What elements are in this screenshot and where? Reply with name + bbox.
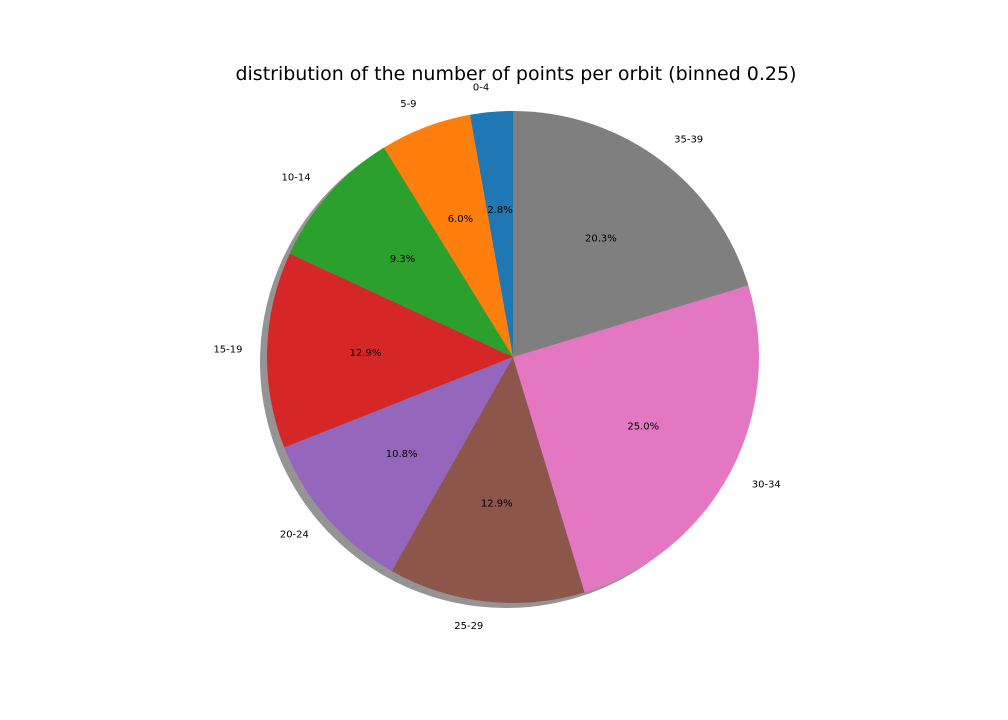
pie-slice-0-4	[469, 111, 513, 357]
slice-percentage-label: 12.9%	[481, 499, 513, 510]
slice-percentage-label: 9.3%	[390, 254, 415, 265]
slice-category-label: 15-19	[213, 344, 242, 355]
slice-percentage-label: 10.8%	[386, 449, 418, 460]
slice-percentage-label: 12.9%	[350, 348, 382, 359]
slice-category-label: 25-29	[454, 621, 483, 632]
pie-slice-layer	[266, 111, 759, 603]
pie-slice-30-34	[513, 285, 759, 593]
slice-percentage-label: 20.3%	[585, 233, 617, 244]
pie-slice-10-14	[289, 147, 513, 357]
slice-category-label: 20-24	[280, 530, 309, 541]
slice-percentage-label: 2.8%	[487, 205, 512, 216]
slice-category-label: 0-4	[473, 82, 489, 93]
slice-category-label: 35-39	[674, 135, 703, 146]
pie-slice-25-29	[391, 357, 585, 603]
pie-slice-5-9	[383, 114, 513, 357]
slice-category-label: 30-34	[752, 479, 781, 490]
slice-percentage-label: 25.0%	[627, 421, 659, 432]
slice-category-label: 5-9	[400, 99, 416, 110]
pie-slice-35-39	[513, 111, 749, 357]
slice-percentage-label: 6.0%	[448, 214, 473, 225]
pie-slice-20-24	[284, 357, 513, 572]
pie-slice-15-19	[266, 253, 513, 448]
chart-title: distribution of the number of points per…	[235, 63, 796, 85]
pie-label-layer: 0-4 2.8% 5-9 6.0% 10-14 9.3% 15-19 12.9% 20-24 10…	[213, 82, 780, 632]
slice-category-label: 10-14	[282, 172, 311, 183]
